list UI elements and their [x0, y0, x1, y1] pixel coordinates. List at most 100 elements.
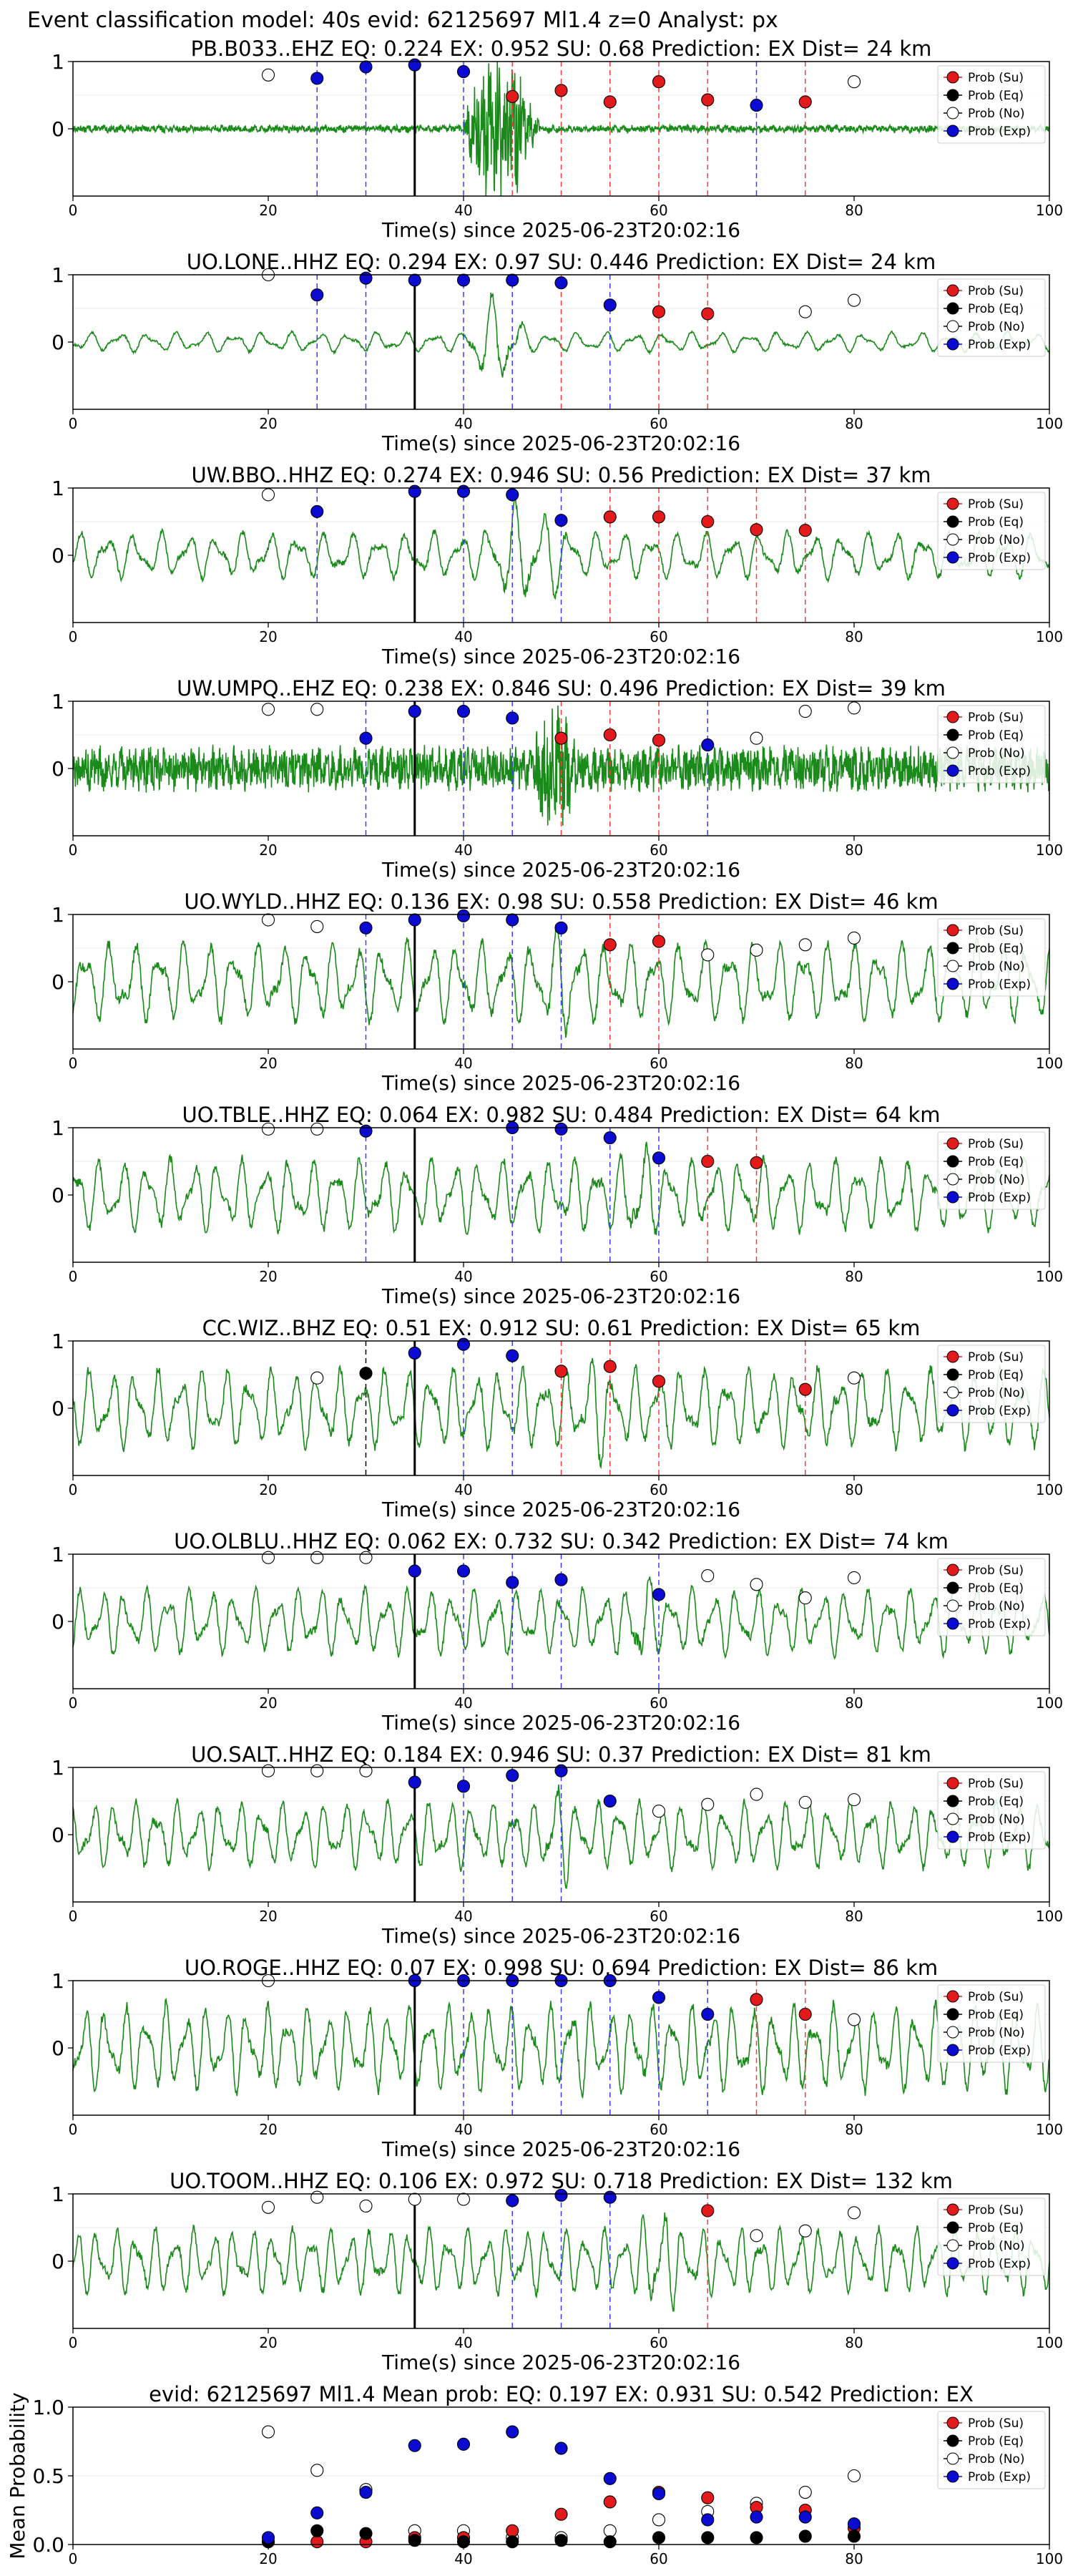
legend-marker-su [946, 497, 959, 510]
legend-box [937, 1345, 1046, 1423]
legend-marker-eq [946, 2221, 959, 2234]
prob-point-no [652, 1805, 666, 1818]
legend-marker-exp [946, 551, 959, 564]
prob-point-exp [408, 1346, 421, 1360]
legend-label-no: Prob (No) [968, 107, 1025, 121]
prob-point-eq [750, 2531, 763, 2545]
panel-title: UO.LONE..HHZ EQ: 0.294 EX: 0.97 SU: 0.44… [187, 250, 936, 274]
prob-point-exp [701, 2513, 715, 2527]
prob-point-no [261, 1764, 275, 1777]
prob-point-no [847, 2206, 861, 2220]
legend-label-exp: Prob (Exp) [968, 1404, 1031, 1418]
prob-point-no [652, 2513, 666, 2527]
legend-label-exp: Prob (Exp) [968, 1617, 1031, 1631]
y-tick-label: 0.5 [32, 2464, 64, 2488]
legend-marker-eq [946, 2008, 959, 2021]
legend-label-eq: Prob (Eq) [968, 2221, 1024, 2235]
legend-label-no: Prob (No) [968, 2452, 1025, 2467]
x-tick-label: 80 [845, 1908, 863, 1925]
x-tick-label: 0 [69, 1268, 78, 1285]
legend-box [937, 1131, 1046, 1210]
x-tick-label: 20 [259, 1055, 277, 1072]
panel-title: UO.OLBLU..HHZ EQ: 0.062 EX: 0.732 SU: 0.… [174, 1529, 949, 1553]
prob-point-no [847, 75, 861, 89]
station-panel: UO.OLBLU..HHZ EQ: 0.062 EX: 0.732 SU: 0.… [52, 1529, 1063, 1735]
prob-point-exp [750, 2510, 763, 2524]
legend-marker-no [946, 1386, 959, 1399]
prob-point-exp [456, 1780, 471, 1793]
y-tick-label: 0 [52, 757, 64, 781]
legend-marker-no [946, 1599, 959, 1612]
legend-marker-no [946, 960, 959, 972]
x-tick-label: 100 [1036, 841, 1063, 859]
legend-marker-eq [946, 1155, 959, 1168]
waveform-trace [72, 705, 1050, 826]
prob-point-no [847, 2013, 861, 2026]
legend-marker-eq [946, 302, 959, 315]
prob-point-su [603, 728, 617, 742]
x-tick-label: 100 [1036, 2121, 1063, 2138]
prob-point-su [652, 305, 666, 318]
station-panel: UW.BBO..HHZ EQ: 0.274 EX: 0.946 SU: 0.56… [52, 463, 1063, 668]
prob-point-no [310, 1551, 324, 1564]
legend-label-su: Prob (Su) [968, 2416, 1024, 2431]
station-panel: UO.ROGE..HHZ EQ: 0.07 EX: 0.998 SU: 0.69… [52, 1956, 1063, 2161]
legend-marker-exp [946, 1191, 959, 1204]
y-tick-label: 0 [52, 1184, 64, 1207]
legend-label-exp: Prob (Exp) [968, 2470, 1031, 2484]
y-tick-label: 1 [52, 1756, 64, 1780]
x-tick-label: 0 [69, 1055, 78, 1072]
y-tick-label: 1 [52, 2182, 64, 2206]
legend-label-eq: Prob (Eq) [968, 728, 1024, 743]
legend-marker-no [946, 1173, 959, 1186]
legend-label-no: Prob (No) [968, 1386, 1025, 1400]
waveform-trace [72, 1998, 1050, 2099]
prob-point-su [798, 1382, 812, 1396]
legend-label-su: Prob (Su) [968, 2203, 1024, 2218]
x-tick-label: 80 [845, 1481, 863, 1498]
x-tick-label: 0 [69, 628, 78, 645]
prob-point-no [261, 68, 275, 82]
prob-point-exp [359, 1124, 373, 1138]
x-tick-label: 20 [259, 2121, 277, 2138]
x-axis-label: Time(s) since 2025-06-23T20:02:16 [381, 1711, 740, 1735]
prob-point-no [261, 1122, 275, 1136]
y-tick-label: 1 [52, 690, 64, 713]
prob-point-su [798, 95, 812, 109]
prob-point-exp [554, 1573, 568, 1586]
legend-box [937, 278, 1046, 357]
x-tick-label: 20 [259, 841, 277, 859]
prob-point-exp [847, 2517, 861, 2531]
prob-point-no [847, 293, 861, 307]
legend-marker-exp [946, 1404, 959, 1417]
prob-point-exp [310, 288, 324, 302]
prob-point-eq [847, 2529, 861, 2543]
legend-marker-su [946, 1137, 959, 1150]
prob-point-su [701, 307, 715, 321]
x-tick-label: 60 [650, 2121, 667, 2138]
prob-point-su [603, 510, 617, 524]
prob-point-su [701, 2491, 715, 2504]
prob-point-exp [506, 2425, 519, 2439]
prob-point-exp [359, 731, 373, 745]
legend-label-no: Prob (No) [968, 1173, 1025, 1187]
waveform-trace [72, 2212, 1050, 2312]
prob-point-exp [408, 1775, 421, 1789]
legend-label-exp: Prob (Exp) [968, 551, 1031, 565]
legend-marker-eq [946, 728, 959, 741]
legend-label-su: Prob (Su) [968, 1350, 1024, 1365]
prob-point-no [261, 2425, 275, 2439]
prob-point-no [798, 305, 812, 318]
prob-point-su [603, 1360, 617, 1373]
x-tick-label: 100 [1036, 1694, 1063, 1712]
prob-point-exp [408, 2439, 421, 2452]
prob-point-su [506, 89, 519, 103]
panel-title: PB.B033..EHZ EQ: 0.224 EX: 0.952 SU: 0.6… [191, 36, 932, 61]
x-tick-label: 80 [845, 2550, 863, 2567]
x-axis-label: Time(s) since 2025-06-23T20:02:16 [381, 1071, 740, 1095]
prob-point-exp [506, 273, 519, 287]
prob-point-exp [603, 2190, 617, 2204]
y-tick-label: 0 [52, 2036, 64, 2060]
prob-point-exp [506, 1576, 519, 1589]
